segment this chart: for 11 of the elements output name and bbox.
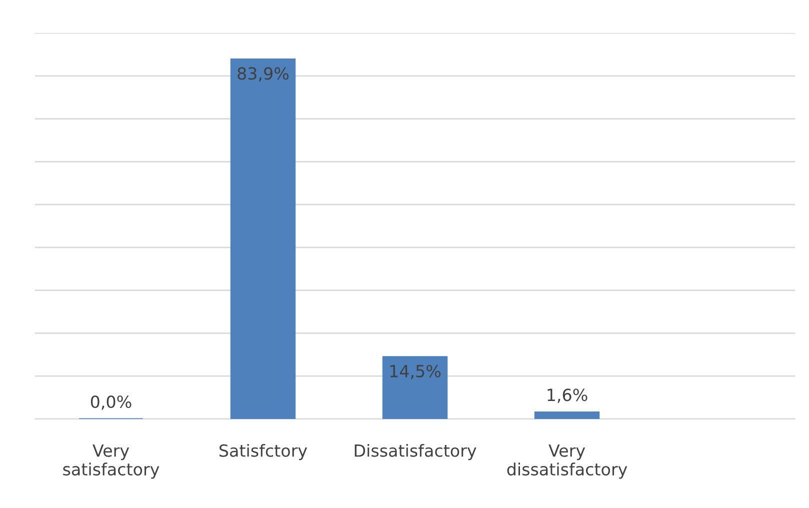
data-label: 14,5% — [390, 364, 441, 380]
bar — [534, 411, 600, 419]
x-tick-label: Dissatisfactory — [354, 444, 476, 460]
bar — [382, 356, 448, 419]
x-tick-label: Very dissatisfactory — [507, 444, 628, 479]
x-tick-label: Very satisfactory — [63, 444, 160, 479]
data-label: 1,6% — [548, 388, 588, 403]
x-tick-label: Satisfctory — [220, 444, 308, 460]
data-label: 0,0% — [90, 395, 132, 410]
bar — [230, 58, 296, 419]
data-label: 83,9% — [238, 67, 289, 82]
